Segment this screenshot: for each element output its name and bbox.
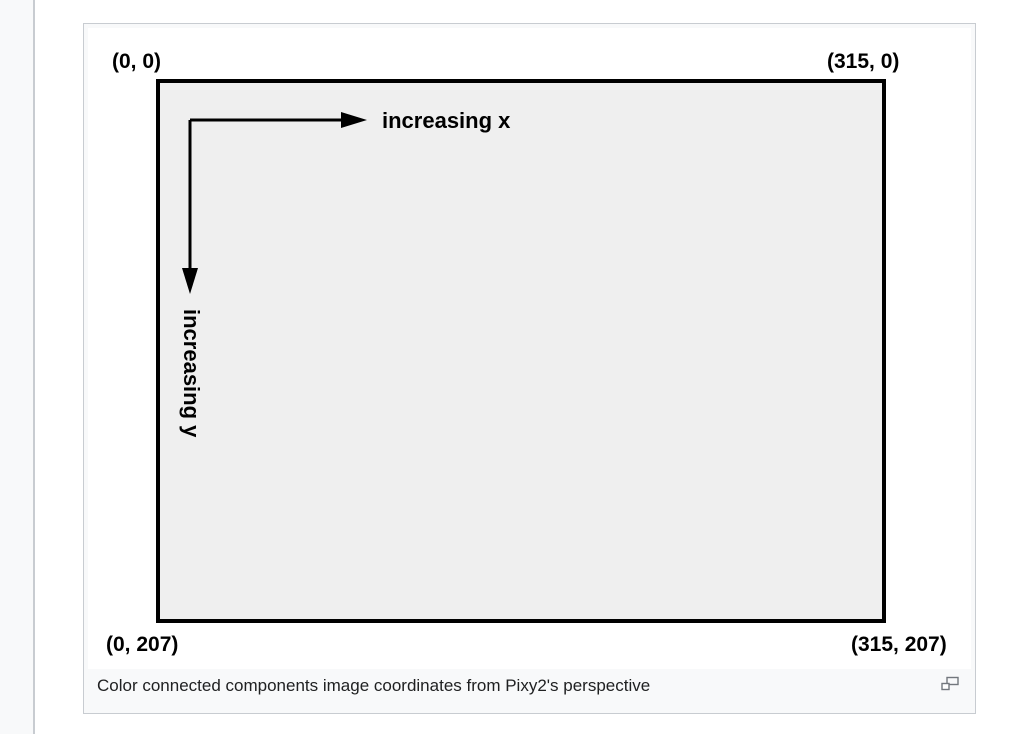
x-arrowhead	[341, 112, 367, 128]
enlarge-icon[interactable]	[940, 676, 960, 692]
image-frame-rect	[156, 79, 886, 623]
figure-thumbnail: (0, 0) (315, 0) (0, 207) (315, 207) incr…	[83, 23, 976, 714]
corner-label-bottom-left: (0, 207)	[106, 633, 178, 656]
y-arrowhead	[182, 268, 198, 294]
corner-label-bottom-right: (315, 207)	[851, 633, 947, 656]
coordinate-diagram: (0, 0) (315, 0) (0, 207) (315, 207) incr…	[106, 50, 947, 656]
figure-image[interactable]: (0, 0) (315, 0) (0, 207) (315, 207) incr…	[88, 28, 971, 669]
corner-label-top-left: (0, 0)	[112, 50, 161, 73]
y-axis-label: increasing y	[179, 309, 204, 438]
left-sidebar	[0, 0, 33, 734]
corner-label-top-right: (315, 0)	[827, 50, 899, 73]
sidebar-divider	[33, 0, 35, 734]
figure-caption: Color connected components image coordin…	[97, 676, 651, 695]
x-axis-label: increasing x	[382, 108, 511, 133]
